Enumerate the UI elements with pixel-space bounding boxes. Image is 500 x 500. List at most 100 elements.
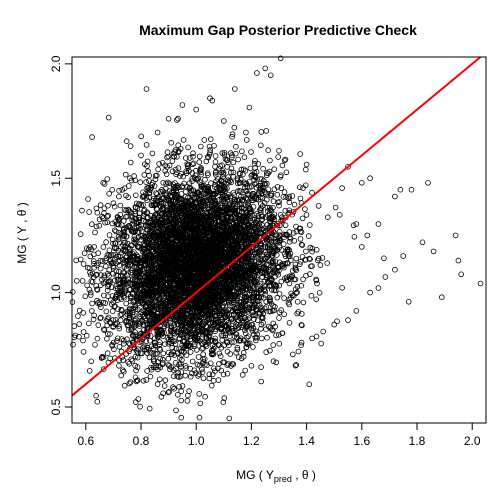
data-point — [292, 264, 299, 271]
data-point — [240, 262, 246, 268]
data-point — [116, 323, 122, 329]
data-point — [170, 150, 177, 157]
data-point — [263, 274, 270, 281]
data-point — [224, 311, 230, 318]
data-point — [165, 340, 172, 347]
data-point — [170, 384, 176, 390]
data-point — [70, 289, 76, 295]
data-point — [166, 180, 173, 187]
data-point — [140, 327, 147, 333]
data-point — [262, 292, 269, 298]
data-point — [93, 392, 99, 399]
data-point — [268, 191, 275, 197]
data-point — [165, 389, 172, 396]
data-point — [94, 398, 101, 405]
data-point — [229, 131, 236, 138]
data-point — [204, 170, 211, 177]
data-point — [224, 362, 231, 369]
data-point — [281, 157, 288, 164]
data-point — [286, 193, 293, 200]
data-point — [299, 215, 306, 222]
data-point — [276, 229, 283, 235]
data-point — [96, 222, 103, 229]
data-point — [134, 252, 140, 259]
data-point — [220, 171, 226, 178]
data-point — [86, 286, 93, 293]
data-point — [170, 184, 177, 190]
data-point — [109, 187, 115, 193]
data-point — [298, 321, 305, 328]
data-point — [284, 277, 291, 283]
data-point — [184, 398, 191, 404]
data-point — [86, 209, 92, 215]
data-point — [219, 168, 226, 174]
data-point — [137, 403, 143, 410]
data-point — [207, 360, 214, 367]
data-point — [267, 347, 273, 354]
data-point — [155, 366, 161, 373]
data-point — [79, 278, 86, 284]
data-point — [84, 282, 90, 289]
data-point — [233, 349, 239, 356]
data-point — [118, 243, 124, 250]
data-point — [173, 407, 179, 414]
data-point — [104, 219, 111, 226]
data-point — [235, 354, 242, 360]
data-point — [82, 293, 89, 300]
data-point — [293, 362, 300, 368]
data-point — [382, 274, 389, 280]
data-point — [228, 165, 235, 172]
data-point — [144, 344, 151, 351]
data-point — [298, 282, 305, 289]
data-point — [171, 184, 178, 191]
data-point — [106, 232, 113, 238]
data-point — [206, 371, 213, 378]
data-point — [216, 350, 223, 357]
data-point — [198, 143, 204, 150]
data-point — [299, 242, 306, 248]
data-point — [83, 332, 90, 339]
data-point — [103, 308, 110, 315]
data-point — [324, 214, 331, 221]
data-point — [258, 321, 265, 328]
data-point — [104, 176, 111, 182]
data-point — [94, 335, 101, 342]
data-point — [206, 375, 213, 382]
data-point — [324, 260, 331, 267]
data-point — [102, 219, 108, 226]
data-point — [137, 179, 144, 186]
data-point — [208, 382, 215, 389]
data-point — [256, 259, 263, 266]
data-point — [80, 349, 87, 355]
data-point — [282, 156, 289, 163]
data-point — [264, 334, 270, 341]
data-point — [121, 185, 128, 192]
data-point — [270, 263, 277, 270]
data-point — [270, 342, 277, 348]
data-point — [123, 171, 129, 178]
data-point — [299, 322, 305, 329]
data-point — [156, 161, 162, 167]
data-point — [127, 379, 134, 385]
data-point — [266, 283, 273, 290]
data-point — [105, 212, 111, 219]
data-point — [240, 171, 246, 178]
data-point — [264, 272, 270, 278]
data-point — [225, 174, 232, 180]
data-point — [133, 378, 140, 385]
data-point — [218, 367, 225, 374]
data-point — [79, 207, 85, 214]
data-point — [293, 255, 300, 262]
data-point — [188, 338, 194, 344]
data-point — [127, 159, 134, 166]
data-point — [257, 186, 263, 192]
data-point — [135, 346, 141, 352]
data-point — [242, 367, 249, 374]
data-point — [255, 256, 262, 262]
data-point — [163, 190, 170, 196]
data-point — [105, 283, 111, 290]
data-point — [104, 287, 111, 294]
data-point — [84, 245, 90, 252]
data-point — [228, 169, 234, 176]
data-point — [175, 391, 181, 398]
